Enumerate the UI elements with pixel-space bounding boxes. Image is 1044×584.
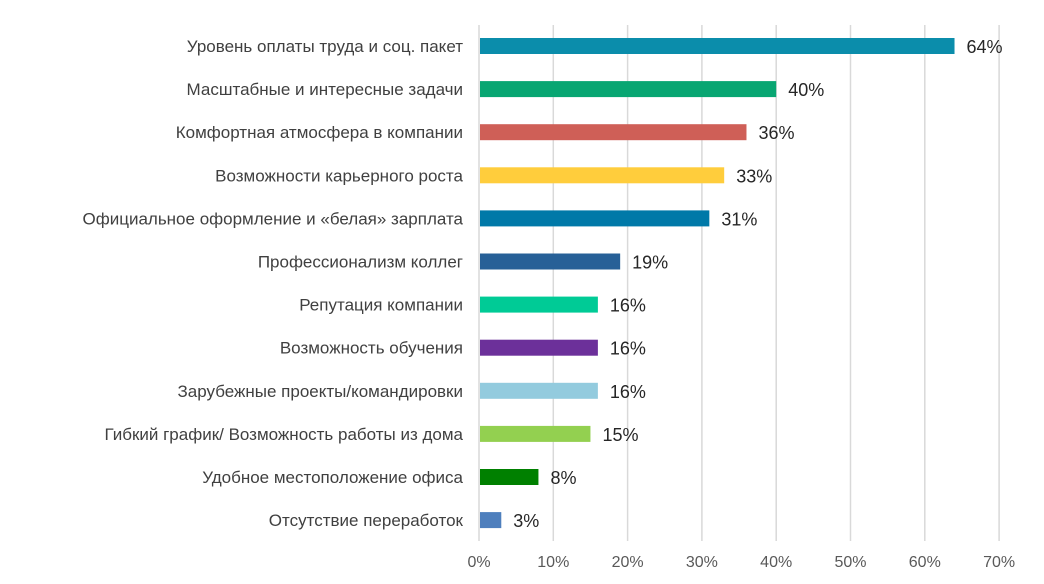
data-label: 31%: [721, 209, 757, 229]
data-label: 15%: [602, 425, 638, 445]
data-label: 40%: [788, 80, 824, 100]
x-tick-label: 70%: [983, 554, 1015, 571]
x-tick-label: 20%: [612, 554, 644, 571]
data-label: 19%: [632, 253, 668, 273]
data-label: 16%: [610, 339, 646, 359]
bar: [480, 81, 777, 98]
data-label: 64%: [967, 37, 1003, 57]
bar: [480, 425, 591, 442]
x-tick-label: 30%: [686, 554, 718, 571]
bar: [480, 512, 502, 529]
data-label: 33%: [736, 166, 772, 186]
x-tick-label: 60%: [909, 554, 941, 571]
category-label: Уровень оплаты труда и соц. пакет: [187, 37, 463, 56]
bar: [480, 382, 598, 399]
category-label: Масштабные и интересные задачи: [187, 80, 463, 99]
category-label: Возможность обучения: [280, 339, 463, 358]
bar: [480, 296, 598, 313]
bar: [480, 167, 725, 184]
bar: [480, 124, 747, 141]
category-label: Отсутствие переработок: [269, 511, 464, 530]
bar: [480, 253, 621, 270]
data-label: 16%: [610, 296, 646, 316]
bar: [480, 469, 539, 485]
category-label: Зарубежные проекты/командировки: [178, 382, 463, 401]
x-tick-label: 10%: [537, 554, 569, 571]
category-label: Удобное местоположение офиса: [202, 468, 463, 487]
data-label: 3%: [513, 511, 539, 531]
data-label: 36%: [758, 123, 794, 143]
bar: [480, 339, 598, 356]
category-label: Возможности карьерного роста: [215, 166, 463, 185]
x-tick-label: 50%: [834, 554, 866, 571]
category-label: Профессионализм коллег: [258, 253, 463, 272]
x-tick-label: 0%: [467, 554, 490, 571]
category-label: Гибкий график/ Возможность работы из дом…: [104, 425, 463, 444]
bar: [480, 38, 955, 54]
category-label: Официальное оформление и «белая» зарплат…: [83, 209, 464, 228]
data-label: 8%: [550, 468, 576, 488]
x-tick-label: 40%: [760, 554, 792, 571]
category-label: Комфортная атмосфера в компании: [176, 123, 463, 142]
data-label: 16%: [610, 382, 646, 402]
category-label: Репутация компании: [299, 296, 463, 315]
bar: [480, 210, 710, 227]
